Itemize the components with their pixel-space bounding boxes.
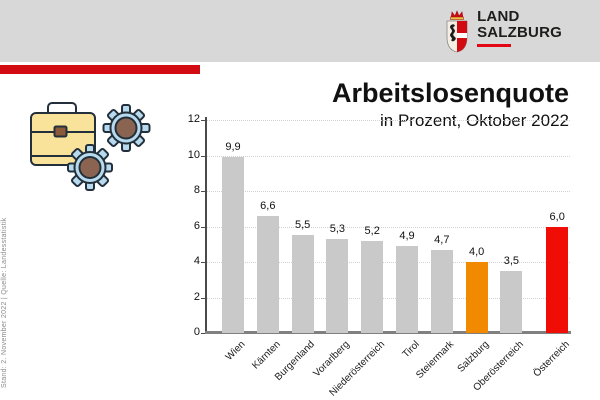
briefcase-gears-icon (26, 88, 158, 196)
bar-Vorarlberg (326, 238, 349, 333)
bar-Burgenland (291, 235, 314, 333)
bar-Steiermark (430, 249, 453, 333)
bar-Tirol (396, 246, 418, 333)
chart-subtitle: in Prozent, Oktober 2022 (379, 111, 569, 130)
chart-title: Arbeitslosenquote (331, 78, 569, 108)
bar-Oberösterreich (500, 270, 523, 333)
bar-value-label: 4,7 (434, 233, 450, 246)
accent-stripe (0, 65, 200, 74)
y-axis-line (205, 117, 207, 334)
bar-value-label: 5,3 (329, 222, 346, 235)
gridline (207, 226, 570, 228)
y-axis-tick-label: 6 (193, 219, 200, 232)
gridline (207, 297, 570, 299)
y-axis-tick (201, 155, 205, 157)
header-bar: LAND SALZBURG (0, 0, 600, 62)
salzburg-coat-of-arms-icon (446, 10, 468, 53)
logo-line2: SALZBURG (477, 24, 562, 41)
logo-line1: LAND (477, 8, 520, 25)
bar-value-label: 6,0 (549, 210, 565, 223)
land-salzburg-logo: LAND SALZBURG (444, 9, 562, 53)
bar-Wien (222, 157, 244, 333)
gridline (207, 155, 570, 157)
logo-underline (477, 44, 512, 47)
gridline (207, 191, 570, 192)
bar-Niederösterreich (361, 240, 384, 333)
y-axis-tick-label: 12 (187, 113, 200, 125)
x-axis-baseline (205, 331, 571, 334)
y-axis-tick (201, 262, 205, 263)
y-axis-tick-label: 0 (193, 326, 200, 338)
y-axis-tick (201, 297, 205, 299)
bar-Kärnten (256, 215, 279, 333)
gridline (207, 262, 570, 263)
bar-value-label: 9,9 (225, 141, 241, 154)
y-axis-tick (201, 191, 205, 192)
y-axis-tick (201, 333, 205, 334)
bar-value-label: 6,6 (260, 199, 276, 212)
y-axis-tick-label: 8 (193, 184, 200, 196)
y-axis-tick (201, 226, 205, 228)
y-axis-tick-label: 4 (193, 255, 200, 267)
bar-Salzburg (465, 262, 488, 333)
y-axis-tick-label: 2 (193, 290, 200, 303)
bar-value-label: 5,5 (294, 219, 311, 232)
bar-value-label: 5,2 (364, 224, 380, 237)
y-axis-tick (201, 120, 205, 121)
y-axis-tick-label: 10 (187, 148, 200, 161)
bar-value-label: 3,5 (503, 254, 520, 267)
bar-Österreich (546, 226, 569, 333)
bar-value-label: 4,0 (468, 246, 485, 258)
bar-value-label: 4,9 (399, 230, 415, 243)
